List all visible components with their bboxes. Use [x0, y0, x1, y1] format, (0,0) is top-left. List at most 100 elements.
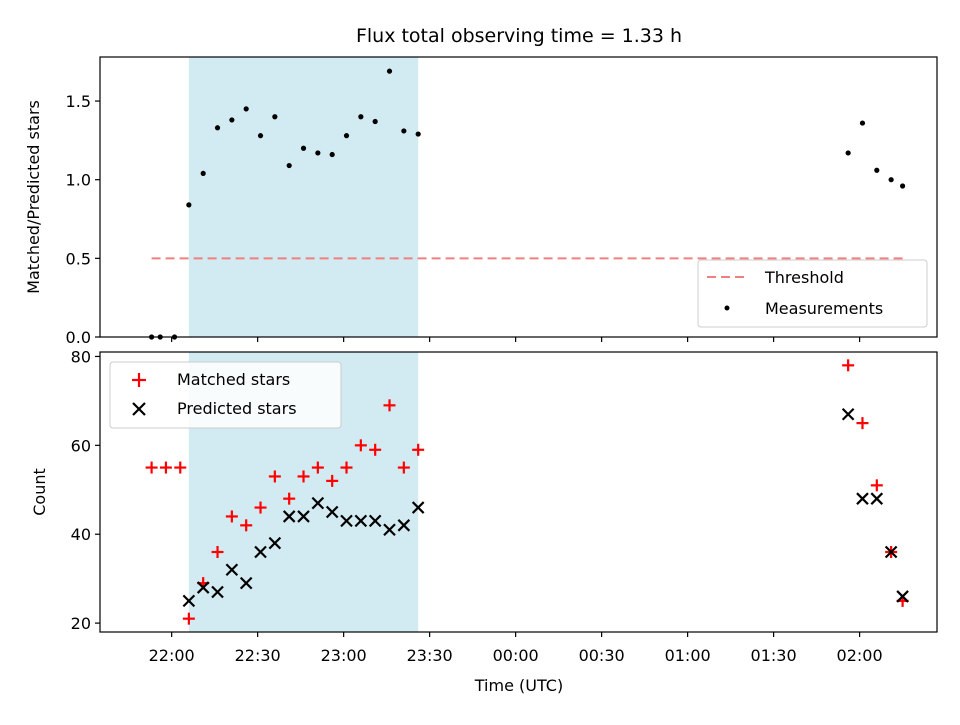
legend-threshold-label: Threshold: [764, 268, 844, 287]
bottom-ytick-label: 20: [71, 614, 91, 633]
predicted-point-21: [896, 590, 909, 603]
legend-predicted-swatch: [132, 402, 146, 416]
predicted-point-7: [282, 510, 296, 523]
predicted-point-13: [368, 514, 382, 528]
matched-point-22: [870, 479, 883, 492]
measurement-point-23: [888, 177, 894, 183]
xtick-label: 23:30: [407, 646, 453, 665]
top-ytick-label: 0.5: [66, 249, 91, 268]
bottom-ytick-label: 40: [71, 525, 91, 544]
top-legend-box: [697, 259, 928, 328]
measurement-point-4: [200, 170, 206, 177]
xtick-label: 01:00: [665, 646, 711, 665]
xtick-label: 00:00: [493, 646, 539, 665]
top-x-ticks: [171, 337, 861, 342]
predicted-point-20: [884, 545, 898, 559]
top-plot-frame: [99, 56, 938, 338]
measurement-point-6: [229, 117, 235, 123]
legend-matched-label: Matched stars: [177, 370, 290, 389]
predicted-point-12: [354, 514, 368, 528]
legend-measurements-label: Measurements: [765, 299, 883, 318]
matched-point-7: [240, 519, 253, 532]
matched-point-2: [174, 461, 187, 474]
predicted-point-18: [856, 492, 869, 505]
matched-point-11: [297, 470, 310, 483]
bottom-ytick-label: 80: [71, 347, 91, 366]
bottom-y-axis-label: Count: [30, 468, 49, 516]
xtick-label: 22:00: [149, 646, 195, 665]
bottom-legend-box: [109, 361, 342, 429]
top-measurements: [148, 68, 906, 340]
measurement-point-12: [315, 150, 321, 156]
top-panel: 0.0 0.5 1.0 1.5 Matched/Predicted stars Thr…: [24, 56, 938, 347]
measurement-point-9: [272, 114, 278, 120]
matched-point-0: [145, 461, 158, 474]
predicted-point-1: [196, 581, 210, 594]
predicted-point-8: [297, 510, 310, 523]
predicted-point-10: [325, 505, 339, 519]
bottom-ytick-label: 60: [71, 436, 91, 455]
chart-title: Flux total observing time = 1.33 h: [356, 25, 682, 47]
matched-point-1: [159, 461, 172, 474]
measurement-point-15: [358, 114, 364, 120]
measurement-point-5: [214, 125, 221, 131]
bottom-x-ticks: 22:00 22:30 23:00 23:30 00:00 00:30 01:00 01:30…: [149, 632, 883, 665]
measurement-point-3: [186, 202, 192, 208]
bottom-y-ticks: 20 40 60 80: [71, 347, 100, 633]
measurement-point-19: [415, 131, 421, 137]
measurement-point-22: [874, 167, 880, 173]
top-y-ticks: 0.0 0.5 1.0 1.5: [66, 92, 100, 347]
xtick-label: 00:30: [579, 646, 625, 665]
measurement-point-20: [845, 150, 851, 156]
matched-point-8: [254, 501, 267, 514]
matched-point-5: [211, 546, 224, 558]
predicted-point-17: [841, 407, 855, 421]
predicted-point-2: [211, 585, 224, 599]
xtick-label: 02:00: [837, 646, 883, 665]
predicted-point-19: [870, 492, 884, 505]
predicted-point-16: [411, 501, 425, 514]
measurement-point-18: [401, 128, 407, 134]
xtick-label: 23:00: [321, 646, 367, 665]
top-ytick-label: 1.5: [66, 92, 91, 111]
predicted-point-4: [239, 576, 253, 590]
predicted-stars-points: [182, 407, 909, 608]
bottom-legend: Matched stars Predicted stars: [109, 361, 342, 429]
matched-point-16: [369, 443, 382, 456]
top-ytick-label: 1.0: [66, 171, 91, 190]
bottom-plot-frame: [99, 351, 938, 633]
top-y-axis-label: Matched/Predicted stars: [24, 100, 43, 294]
matched-point-13: [326, 474, 339, 487]
xtick-label: 01:30: [751, 646, 797, 665]
x-axis-label: Time (UTC): [474, 676, 563, 695]
matched-point-10: [283, 492, 296, 505]
measurement-point-14: [343, 133, 350, 139]
predicted-point-9: [311, 496, 325, 510]
matched-point-18: [397, 461, 410, 474]
matched-point-6: [225, 510, 238, 523]
legend-predicted-label: Predicted stars: [177, 399, 297, 418]
top-ytick-label: 0.0: [66, 328, 91, 347]
legend-measurements-swatch: [724, 305, 730, 311]
top-shaded-interval: [188, 57, 419, 337]
matched-point-12: [311, 461, 324, 474]
predicted-point-11: [340, 514, 353, 528]
top-legend: Threshold Measurements: [697, 259, 928, 328]
predicted-point-14: [383, 523, 396, 537]
matched-point-3: [182, 612, 195, 625]
measurement-point-16: [372, 118, 378, 125]
measurement-point-11: [300, 145, 307, 151]
matched-point-20: [842, 359, 855, 372]
measurement-point-10: [286, 162, 292, 169]
matched-point-15: [354, 439, 367, 452]
measurement-point-13: [329, 151, 335, 158]
predicted-point-6: [268, 536, 282, 550]
predicted-point-3: [225, 563, 239, 577]
predicted-point-15: [397, 519, 411, 532]
legend-matched-swatch: [132, 373, 146, 387]
xtick-label: 22:30: [235, 646, 281, 665]
measurement-point-7: [243, 106, 249, 112]
measurement-point-17: [386, 68, 393, 74]
matched-point-14: [340, 461, 353, 474]
